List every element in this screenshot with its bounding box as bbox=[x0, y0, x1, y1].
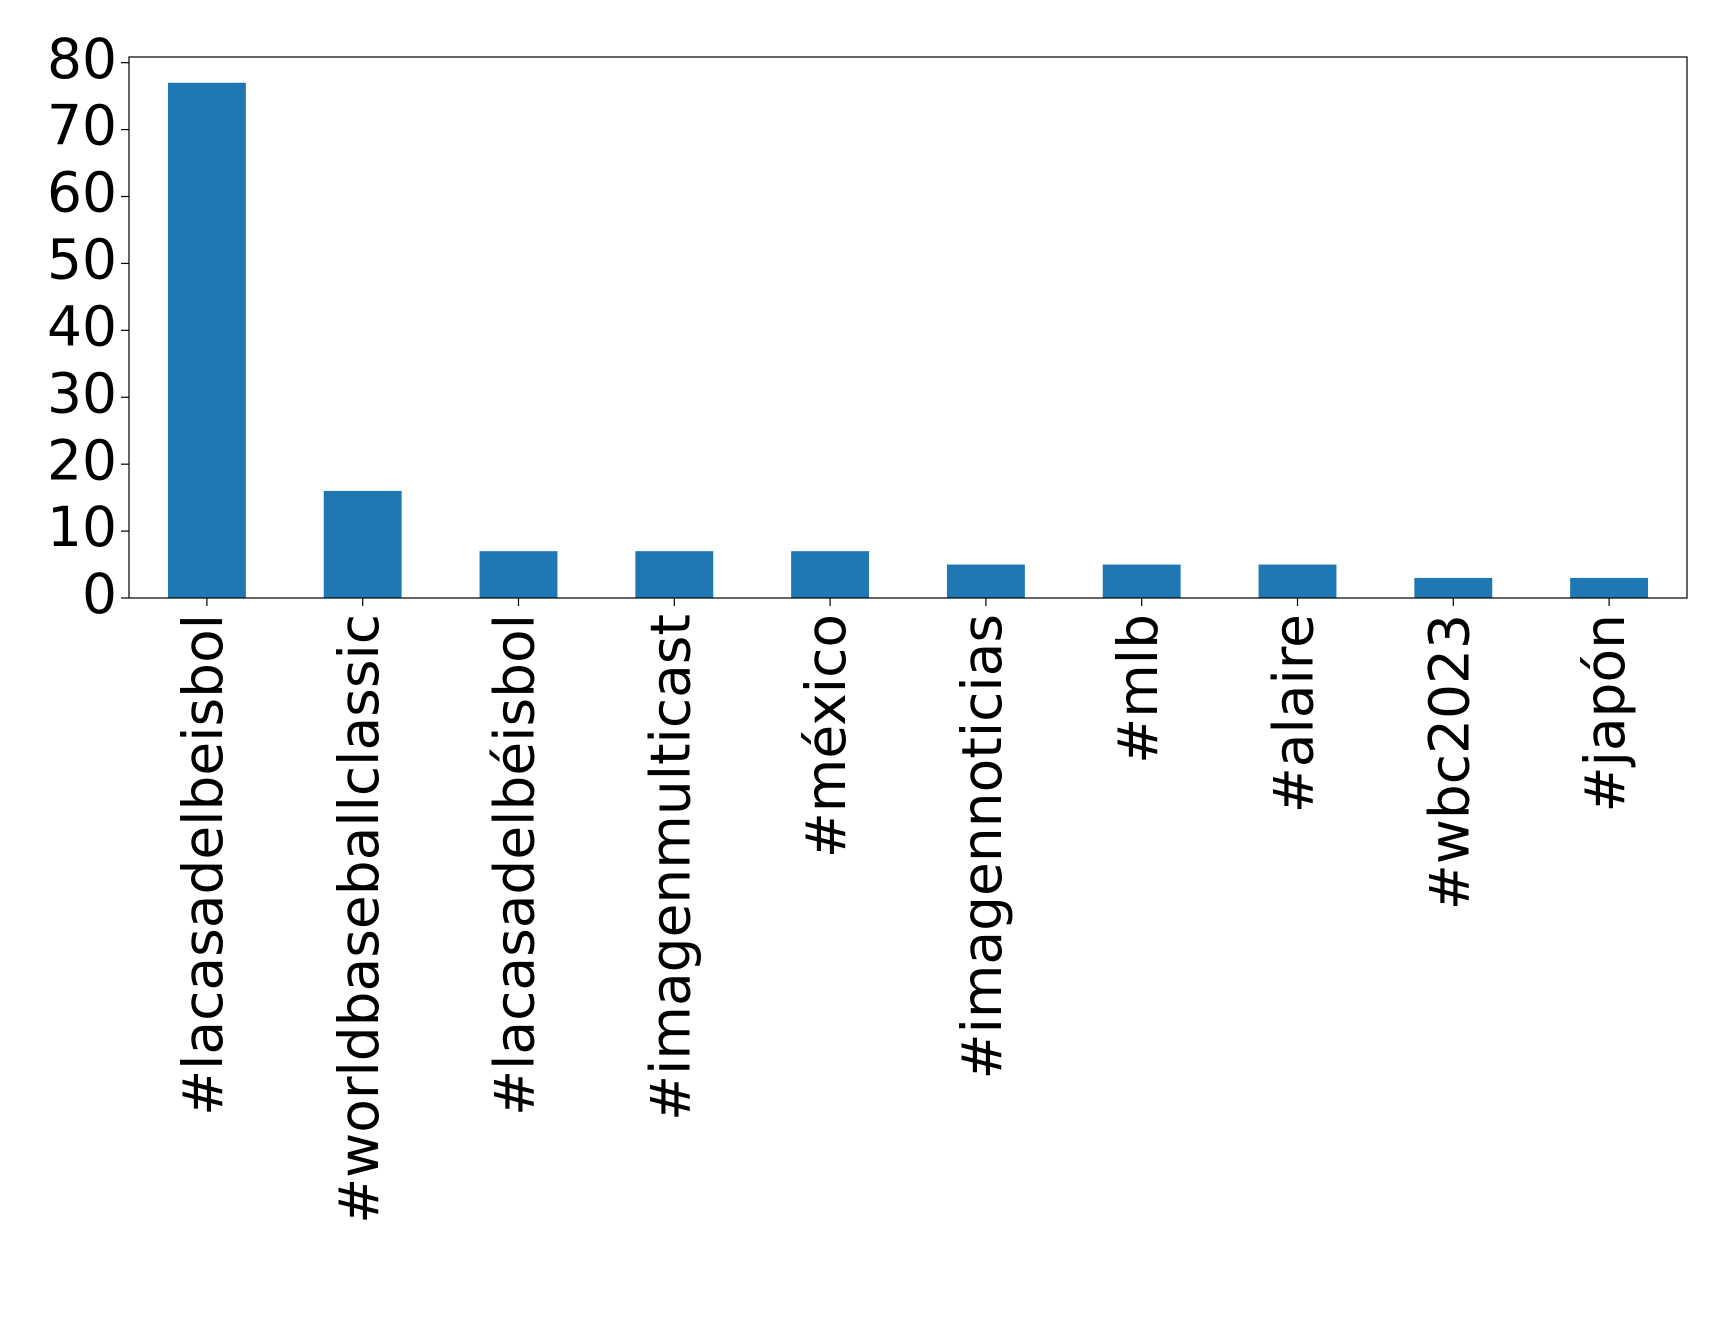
bar bbox=[323, 490, 402, 598]
x-tick-label: #lacasadelbéisbol bbox=[483, 614, 547, 1116]
bar bbox=[167, 82, 246, 598]
bar bbox=[1570, 577, 1649, 598]
x-tick-label: #worldbaseballclassic bbox=[327, 614, 391, 1224]
bar bbox=[946, 564, 1025, 598]
y-tick-label: 60 bbox=[47, 161, 117, 225]
y-tick-label: 20 bbox=[47, 428, 117, 492]
y-tick-label: 0 bbox=[82, 562, 117, 626]
y-tick-label: 80 bbox=[47, 27, 117, 91]
x-tick-label: #imagenmulticast bbox=[638, 614, 702, 1121]
x-tick-label: #japón bbox=[1573, 614, 1637, 813]
x-tick-label: #alaire bbox=[1262, 614, 1326, 813]
y-tick-label: 40 bbox=[47, 294, 117, 358]
y-tick-label: 50 bbox=[47, 228, 117, 292]
x-tick-label: #wbc2023 bbox=[1417, 614, 1481, 910]
plot-frame bbox=[128, 56, 1688, 599]
bar bbox=[791, 551, 870, 598]
x-tick-label: #mlb bbox=[1106, 614, 1170, 764]
x-tick-label: #imagennoticias bbox=[950, 614, 1014, 1080]
x-tick-label: #lacasadelbeisbol bbox=[171, 614, 235, 1116]
bar bbox=[635, 551, 714, 598]
bar bbox=[479, 551, 558, 598]
y-tick-label: 30 bbox=[47, 361, 117, 425]
y-tick-label: 70 bbox=[47, 94, 117, 158]
y-tick-label: 10 bbox=[47, 495, 117, 559]
bar bbox=[1102, 564, 1181, 598]
bar bbox=[1258, 564, 1337, 598]
bar bbox=[1414, 577, 1493, 598]
x-tick-label: #méxico bbox=[794, 614, 858, 858]
